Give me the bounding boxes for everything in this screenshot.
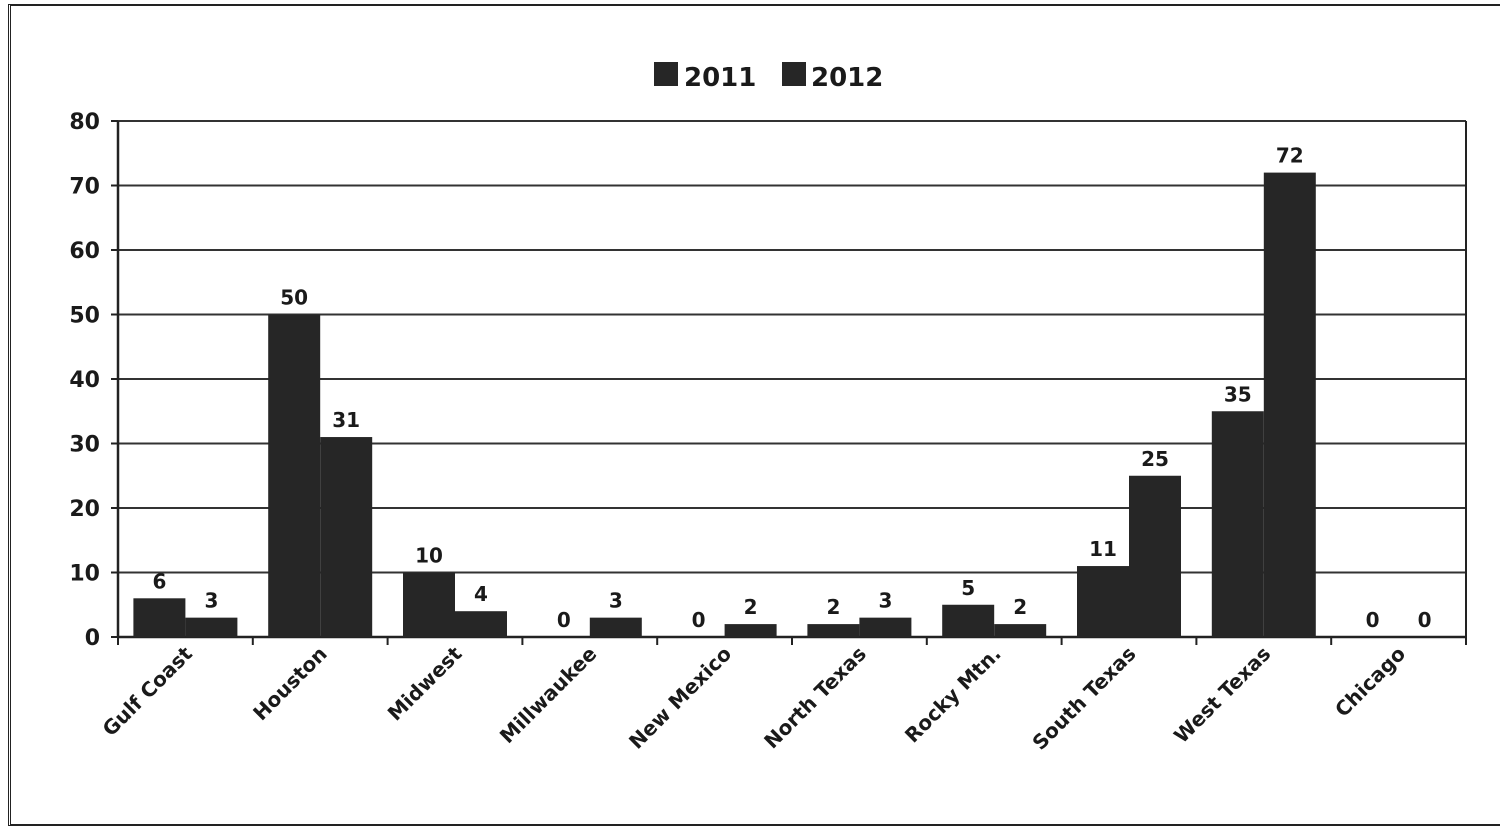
legend: 2011 2012 [654,62,883,93]
bar-2012-0 [185,617,238,637]
category-label-0: Gulf Coast [98,641,198,741]
data-label-2011-4: 0 [692,608,706,632]
category-label-6: Rocky Mtn. [900,642,1006,748]
legend-swatch-2012 [782,62,806,86]
data-label-2011-8: 35 [1224,382,1252,406]
category-label-5: North Texas [759,642,871,754]
x-axis [117,635,1467,645]
data-label-2011-6: 5 [961,576,975,600]
bar-2012-5 [859,617,912,637]
bar-2011-2 [403,572,455,637]
bar-2012-2 [455,611,507,637]
category-label-7: South Texas [1027,642,1140,755]
bar-2011-8 [1211,411,1264,637]
bar-2012-1 [320,437,373,637]
data-label-2012-7: 25 [1141,447,1169,471]
data-label-2012-0: 3 [204,589,218,613]
chart-frame [8,4,1500,826]
data-label-2011-5: 2 [826,595,840,619]
bar-2012-4 [724,624,777,637]
data-label-2011-0: 6 [152,569,166,593]
y-tick-label: 60 [69,239,100,264]
y-tick-label: 70 [69,175,100,200]
bar-2011-0 [133,598,186,637]
bar-2011-5 [807,624,860,637]
y-tick-label: 30 [69,433,100,458]
data-label-2011-7: 11 [1089,537,1117,561]
category-label-9: Chicago [1330,642,1410,722]
bar-2011-1 [268,314,321,637]
data-label-2012-3: 3 [609,589,623,613]
y-tick-label: 20 [69,497,100,522]
data-label-2012-6: 2 [1013,595,1027,619]
category-label-8: West Texas [1169,642,1275,748]
bar-2011-7 [1077,566,1129,637]
data-label-2012-9: 0 [1418,608,1432,632]
category-labels: Gulf Coast Houston Midwest Millwaukee New Me… [98,641,1411,754]
bar-2012-6 [994,624,1047,637]
legend-label-2011: 2011 [684,63,756,93]
data-label-2012-4: 2 [744,595,758,619]
category-label-1: Houston [248,642,332,726]
legend-swatch-2011 [654,62,678,86]
y-tick-label: 40 [69,368,100,393]
data-label-2012-1: 31 [332,408,360,432]
legend-label-2012: 2012 [811,63,883,93]
y-tick-label: 0 [85,626,100,651]
y-tick-label: 50 [69,304,100,329]
bar-2011-6 [942,604,995,637]
category-label-4: New Mexico [624,642,736,754]
data-label-2012-8: 72 [1276,144,1304,168]
y-tick-label: 10 [69,562,100,587]
category-label-3: Millwaukee [495,642,601,748]
data-label-2011-1: 50 [280,286,308,310]
data-label-2012-2: 4 [474,582,488,606]
data-label-2011-3: 0 [557,608,571,632]
data-label-2011-2: 10 [415,544,443,568]
bar-2012-8 [1263,172,1316,637]
data-label-2012-5: 3 [878,589,892,613]
data-label-2011-9: 0 [1366,608,1380,632]
y-tick-label: 80 [69,110,100,135]
bars [133,172,1316,637]
category-label-2: Midwest [383,641,467,725]
bar-2012-3 [589,617,642,637]
bar-2012-7 [1129,475,1181,637]
